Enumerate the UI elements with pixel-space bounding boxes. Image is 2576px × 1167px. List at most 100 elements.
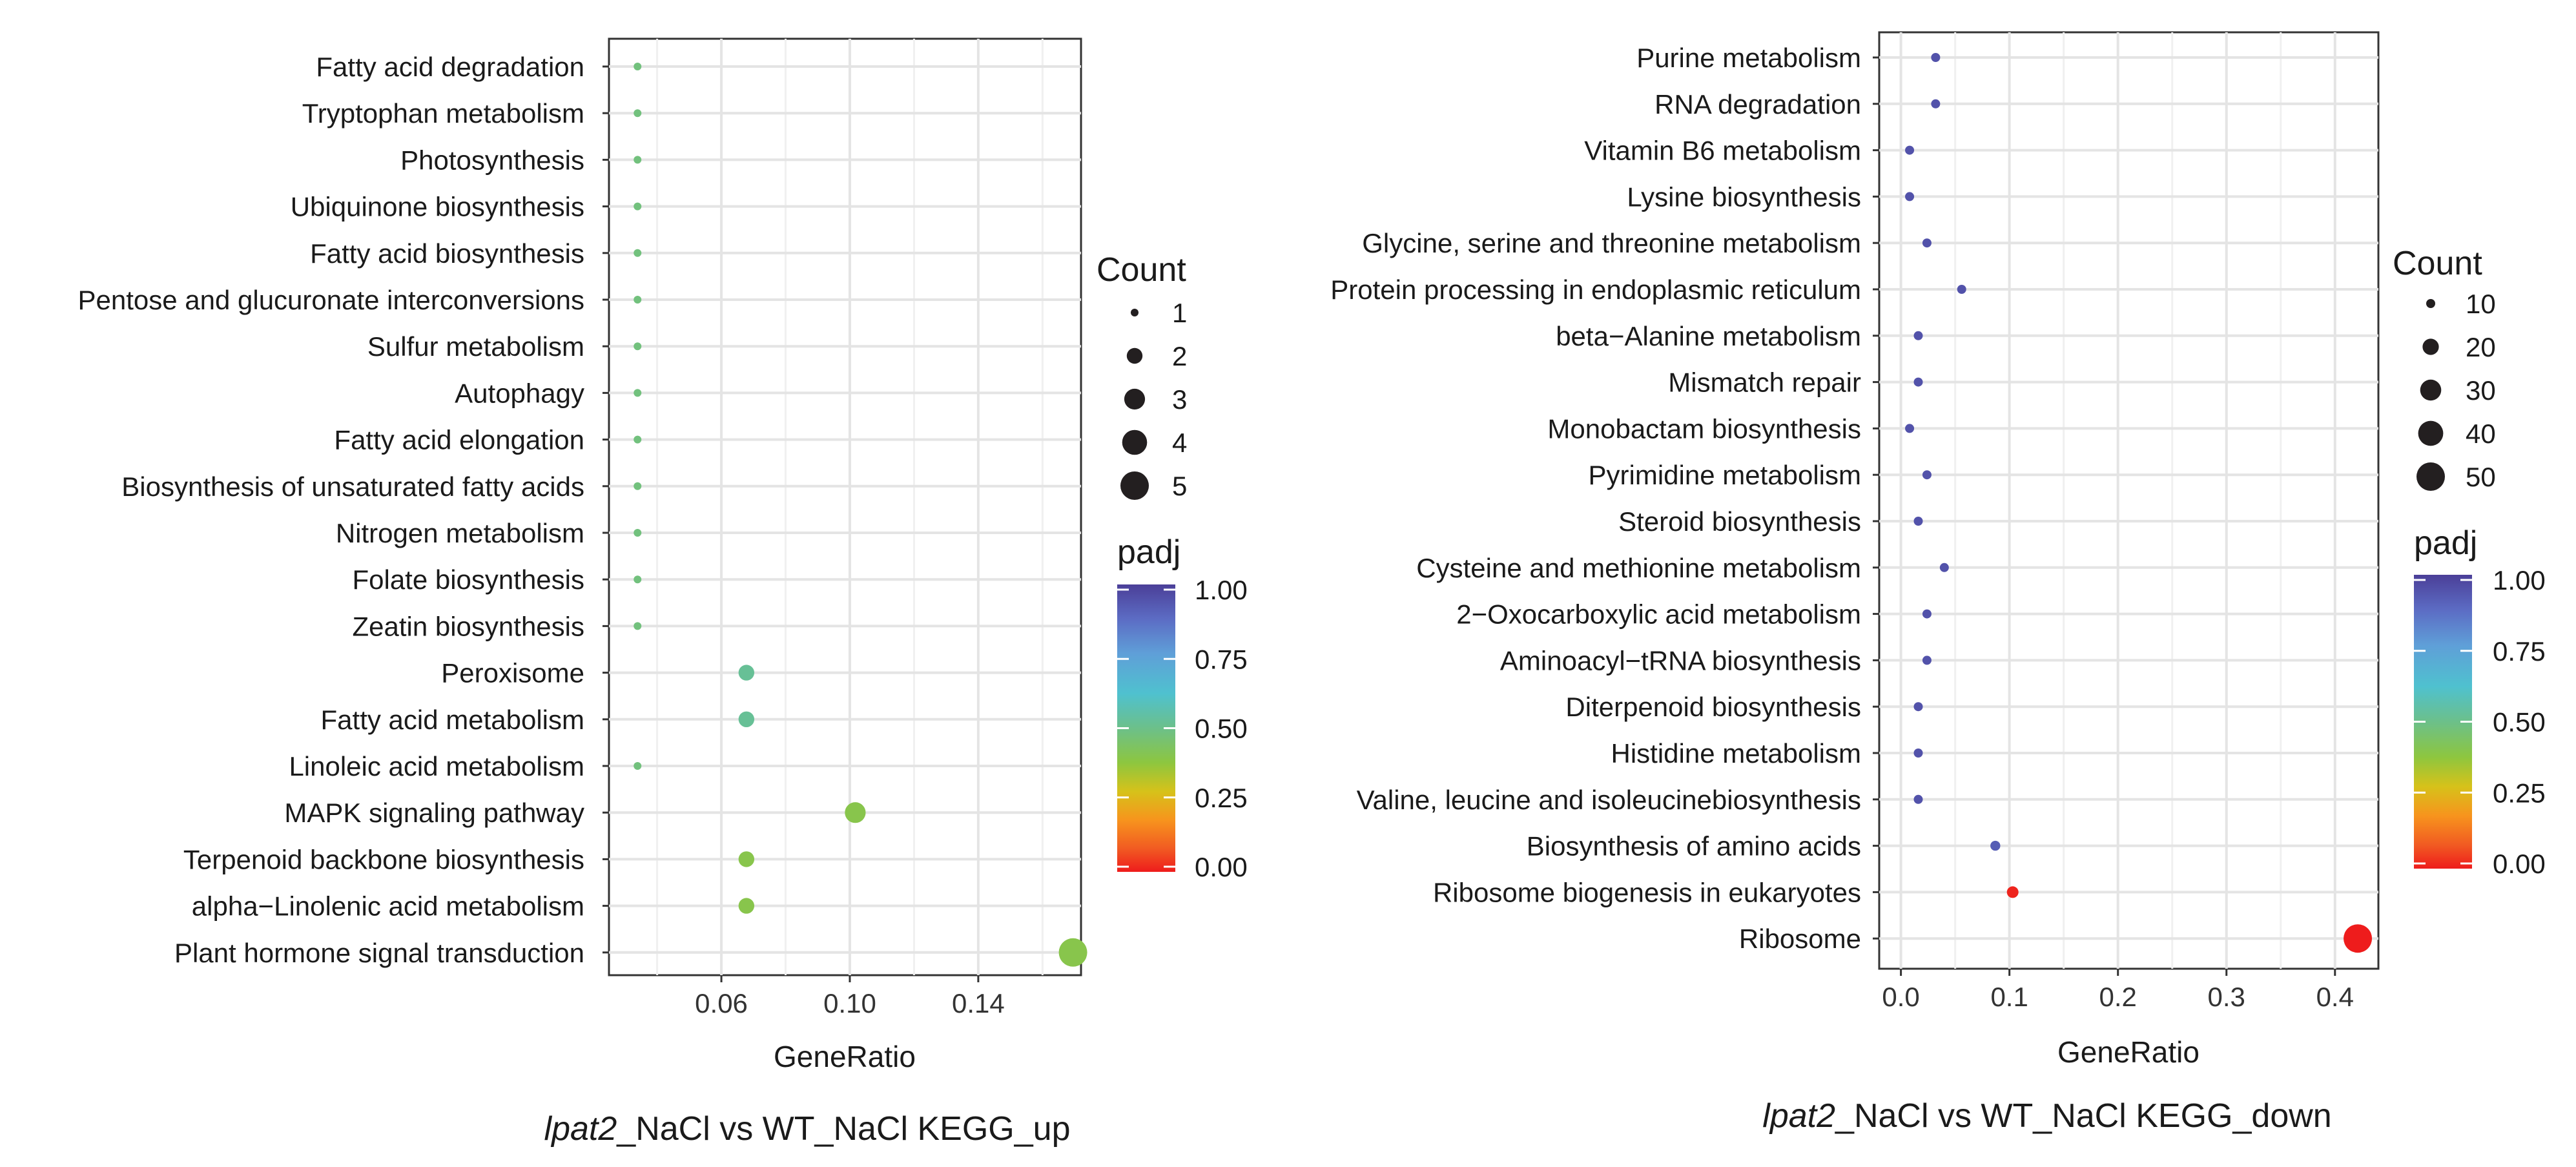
padj-legend-label: 0.50 — [1195, 714, 1248, 744]
data-point — [1058, 938, 1087, 967]
category-label: Sulfur metabolism — [367, 331, 584, 362]
padj-legend-label: 0.00 — [1195, 852, 1248, 882]
data-point — [634, 109, 642, 118]
count-legend-dot — [2422, 338, 2439, 355]
count-legend-items-up: 1 2 3 4 5 — [1120, 298, 1187, 501]
x-tick-label: 0.4 — [2316, 982, 2354, 1012]
x-ticks-up: 0.06 0.10 0.14 — [695, 975, 1005, 1018]
count-legend-label: 3 — [1172, 384, 1187, 415]
padj-legend-label: 0.75 — [1195, 644, 1248, 674]
category-label: Purine metabolism — [1636, 43, 1861, 73]
caption-down-gene: lpat2 — [1762, 1097, 1835, 1135]
x-tick-label: 0.14 — [952, 988, 1005, 1018]
count-legend-label: 1 — [1172, 298, 1187, 328]
data-point — [634, 63, 642, 70]
data-point — [634, 435, 642, 444]
data-point — [2344, 924, 2373, 953]
count-legend-dot — [1124, 388, 1146, 410]
category-label: Protein processing in endoplasmic reticu… — [1330, 274, 1861, 305]
data-point — [634, 389, 642, 397]
data-point — [738, 898, 755, 914]
padj-legend-label: 0.50 — [2493, 707, 2546, 738]
data-point — [1922, 656, 1932, 665]
legend-up: Count 1 2 3 4 5 padj 1.00 0.75 0.50 0.25 0.00 — [1097, 251, 1248, 882]
grid-down — [1879, 32, 2378, 969]
caption-up-rest: _NaCl vs WT_NaCl KEGG_up — [616, 1110, 1070, 1148]
count-legend-label: 4 — [1172, 428, 1187, 458]
caption-down: lpat2_NaCl vs WT_NaCl KEGG_down — [1762, 1097, 2331, 1135]
category-label: Steroid biosynthesis — [1618, 506, 1861, 537]
data-point — [634, 622, 642, 630]
data-point — [845, 802, 866, 823]
category-label: RNA degradation — [1654, 89, 1861, 119]
padj-legend-label: 0.75 — [2493, 636, 2546, 666]
category-label: Pyrimidine metabolism — [1589, 460, 1861, 490]
data-point — [1931, 99, 1941, 108]
padj-legend-label: 0.25 — [2493, 778, 2546, 808]
category-label: Mismatch repair — [1668, 367, 1861, 398]
x-tick-label: 0.3 — [2208, 982, 2245, 1012]
category-label: Biosynthesis of unsaturated fatty acids — [121, 471, 584, 502]
x-tick-label: 0.06 — [695, 988, 748, 1018]
category-labels-up: Fatty acid degradation Tryptophan metabol… — [77, 52, 609, 968]
caption-up-gene: lpat2 — [544, 1110, 617, 1148]
category-label: Vitamin B6 metabolism — [1584, 136, 1861, 166]
category-label: Biosynthesis of amino acids — [1527, 831, 1861, 862]
data-point — [634, 156, 642, 164]
count-legend-dot — [2426, 299, 2435, 308]
category-label: Peroxisome — [441, 658, 584, 688]
category-label: Tryptophan metabolism — [302, 98, 584, 129]
data-point — [1905, 145, 1915, 155]
category-label: Aminoacyl−tRNA biosynthesis — [1500, 645, 1861, 676]
data-point — [634, 296, 642, 304]
data-point — [1913, 794, 1923, 804]
data-point — [1922, 609, 1932, 619]
category-label: Folate biosynthesis — [352, 564, 584, 595]
category-label: Histidine metabolism — [1611, 738, 1861, 769]
data-point — [1939, 563, 1949, 572]
category-label: 2−Oxocarboxylic acid metabolism — [1456, 599, 1861, 630]
count-legend-title-up: Count — [1097, 251, 1186, 289]
data-point — [1913, 749, 1923, 758]
category-label: Valine, leucine and isoleucinebiosynthes… — [1357, 785, 1861, 815]
panel-up: Fatty acid degradation Tryptophan metabol… — [77, 37, 1248, 1148]
category-label: MAPK signaling pathway — [284, 798, 584, 828]
padj-legend-label: 0.25 — [1195, 783, 1248, 813]
count-legend-dot — [2416, 462, 2445, 491]
category-label: Fatty acid metabolism — [321, 705, 584, 735]
count-legend-label: 2 — [1172, 341, 1187, 371]
category-label: beta−Alanine metabolism — [1556, 321, 1861, 351]
count-legend-dot — [1131, 309, 1139, 316]
category-label: Autophagy — [455, 378, 584, 408]
x-ticks-down: 0.0 0.1 0.2 0.3 0.4 — [1882, 969, 2354, 1012]
data-point — [634, 202, 642, 211]
plot-area-down — [1878, 31, 2380, 970]
grid-up — [609, 39, 1081, 975]
category-label: Diterpenoid biosynthesis — [1565, 692, 1861, 722]
category-label: Fatty acid biosynthesis — [310, 238, 584, 269]
points-up — [634, 63, 1087, 967]
data-point — [738, 711, 755, 728]
count-legend-title-down: Count — [2393, 245, 2482, 282]
x-tick-label: 0.0 — [1882, 982, 1919, 1012]
category-label: Monobactam biosynthesis — [1547, 413, 1861, 444]
category-label: Ribosome biogenesis in eukaryotes — [1433, 877, 1861, 907]
count-legend-label: 50 — [2466, 462, 2496, 492]
padj-legend-title-down: padj — [2414, 524, 2477, 562]
data-point — [1957, 285, 1966, 294]
x-tick-label: 0.10 — [823, 988, 876, 1018]
count-legend-label: 5 — [1172, 471, 1187, 501]
x-axis-title-down: GeneRatio — [2057, 1035, 2200, 1069]
count-legend-label: 30 — [2466, 375, 2496, 406]
category-label: Linoleic acid metabolism — [289, 751, 584, 781]
data-point — [1905, 192, 1915, 201]
data-point — [1905, 424, 1915, 433]
legend-down: Count 10 20 30 40 50 padj 1.00 0.75 0.50 0.25 0.… — [2393, 245, 2546, 879]
caption-down-rest: _NaCl vs WT_NaCl KEGG_down — [1835, 1097, 2332, 1135]
count-legend-dot — [2420, 379, 2442, 401]
data-point — [1922, 238, 1932, 248]
category-label: Nitrogen metabolism — [336, 518, 584, 548]
category-label: Zeatin biosynthesis — [352, 611, 584, 641]
count-legend-label: 20 — [2466, 332, 2496, 362]
padj-legend-label: 1.00 — [2493, 565, 2546, 595]
